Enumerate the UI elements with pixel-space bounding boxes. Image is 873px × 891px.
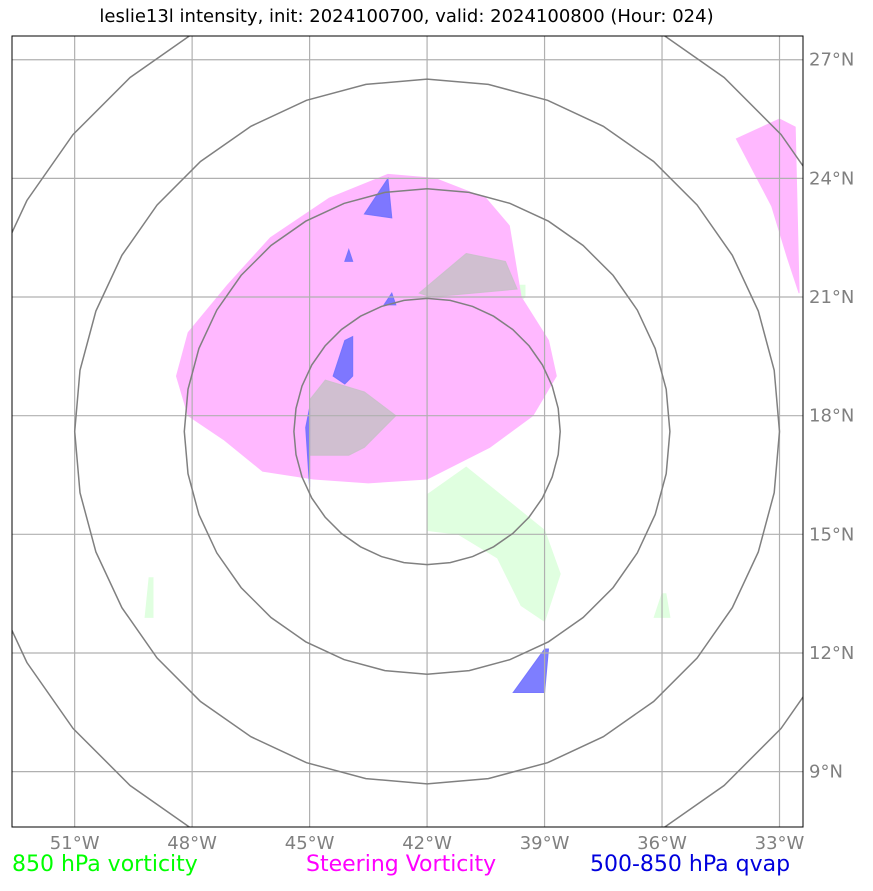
- range-ring-0: [293, 297, 561, 566]
- lat-label-4: 15°N: [809, 524, 854, 545]
- range-ring-2: [73, 78, 781, 785]
- lon-label-1: 48°W: [167, 833, 217, 854]
- lat-label-0: 27°N: [809, 50, 854, 71]
- steering-overlap-layer: [309, 252, 518, 456]
- qvap-layer: [305, 176, 550, 693]
- vorticity-850-area-0: [426, 466, 561, 623]
- lat-label-3: 18°N: [809, 406, 854, 427]
- steering-vorticity-area-1: [735, 118, 800, 294]
- legend-vorticity-850: 850 hPa vorticity: [12, 852, 198, 877]
- vorticity-850-area-2: [144, 577, 154, 618]
- qvap-area-1: [344, 248, 354, 262]
- lon-label-0: 51°W: [50, 833, 100, 854]
- longitude-labels: 51°W 48°W 45°W 42°W 39°W 36°W 33°W: [50, 833, 805, 854]
- qvap-area-3: [332, 335, 354, 385]
- legend-qvap: 500-850 hPa qvap: [590, 852, 791, 877]
- legend-steering-vorticity: Steering Vorticity: [306, 852, 497, 877]
- latitude-labels: 27°N 24°N 21°N 18°N 15°N 12°N 9°N: [809, 50, 854, 783]
- lat-label-6: 9°N: [809, 762, 843, 783]
- lat-label-1: 24°N: [809, 168, 854, 189]
- steering-vorticity-layer: [175, 118, 800, 484]
- lon-label-5: 36°W: [637, 833, 687, 854]
- steering-vorticity-area-0: [175, 173, 557, 484]
- lat-label-2: 21°N: [809, 287, 854, 308]
- qvap-area-0: [363, 176, 393, 219]
- map-frame: [11, 35, 804, 828]
- lat-label-5: 12°N: [809, 643, 854, 664]
- lon-label-2: 45°W: [285, 833, 335, 854]
- range-ring-1: [183, 187, 671, 676]
- lon-label-6: 33°W: [755, 833, 805, 854]
- lon-label-4: 39°W: [520, 833, 570, 854]
- map-title: leslie13l intensity, init: 2024100700, v…: [99, 6, 714, 27]
- lon-label-3: 42°W: [402, 833, 452, 854]
